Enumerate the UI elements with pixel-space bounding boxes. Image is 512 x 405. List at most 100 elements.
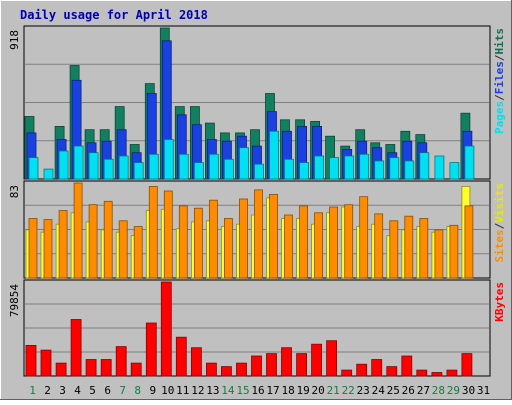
x-tick-label-day-4: 4 — [74, 384, 81, 397]
bar-kbytes-day-19 — [296, 353, 308, 377]
bar-pages-day-26 — [404, 160, 415, 180]
legend-part: / — [493, 222, 506, 229]
series-legend-label: Sites/Visits — [493, 183, 506, 263]
bar-kbytes-day-17 — [266, 353, 277, 377]
series-pages — [28, 130, 475, 180]
y-axis-max-label: 79854 — [8, 284, 21, 317]
bar-pages-day-18 — [284, 158, 294, 180]
x-tick-label-day-21: 21 — [327, 384, 340, 397]
series-legend-label: Pages/Files/Hits — [493, 28, 506, 134]
bar-pages-day-28 — [434, 155, 445, 180]
bar-kbytes-day-16 — [251, 355, 262, 377]
x-tick-label-day-6: 6 — [104, 384, 111, 397]
x-tick-label-day-27: 27 — [417, 384, 430, 397]
legend-part: Pages — [493, 101, 506, 134]
bar-pages-day-8 — [133, 162, 144, 180]
bar-sites-day-11 — [178, 205, 188, 279]
x-tick-label-day-31: 31 — [477, 384, 490, 397]
bar-pages-day-6 — [103, 158, 114, 180]
bar-pages-day-16 — [254, 163, 264, 180]
bar-pages-day-14 — [223, 158, 234, 180]
bar-pages-day-19 — [299, 162, 310, 180]
bar-pages-day-27 — [419, 152, 430, 180]
bar-sites-day-30 — [464, 205, 474, 279]
bar-kbytes-day-7 — [115, 346, 127, 377]
bar-pages-day-15 — [239, 147, 249, 180]
bar-kbytes-day-1 — [25, 344, 37, 377]
bar-kbytes-day-11 — [175, 336, 187, 377]
bar-sites-day-1 — [28, 218, 38, 279]
bar-pages-day-3 — [58, 150, 69, 180]
bar-pages-day-30 — [464, 145, 475, 180]
bar-kbytes-day-6 — [100, 359, 112, 377]
bar-sites-day-19 — [299, 205, 309, 279]
x-tick-label-day-7: 7 — [119, 384, 126, 397]
x-tick-label-day-3: 3 — [59, 384, 66, 397]
x-tick-label-day-25: 25 — [387, 384, 400, 397]
bar-sites-day-27 — [419, 218, 429, 279]
bar-kbytes-day-21 — [326, 340, 338, 377]
bar-kbytes-day-23 — [356, 363, 368, 377]
bar-sites-day-4 — [73, 182, 83, 279]
legend-part: / — [493, 94, 506, 101]
bar-kbytes-day-5 — [85, 359, 97, 377]
series-kbytes — [25, 281, 473, 377]
bar-sites-day-16 — [254, 189, 263, 279]
x-tick-labels: 1 2 3 4 5 6 7 8 9 10 11 12 13 14 15 16 17 18 19 20 21 22 23 24 2… — [29, 384, 490, 397]
x-tick-label-day-23: 23 — [357, 384, 370, 397]
bar-sites-day-8 — [133, 226, 143, 279]
x-tick-label-day-28: 28 — [432, 384, 445, 397]
x-tick-label-day-24: 24 — [372, 384, 386, 397]
bar-pages-day-22 — [344, 155, 355, 180]
bar-pages-day-20 — [314, 155, 325, 180]
bar-kbytes-day-4 — [70, 319, 82, 377]
bar-kbytes-day-14 — [220, 366, 232, 377]
bar-sites-day-9 — [148, 185, 158, 279]
bar-kbytes-day-15 — [236, 362, 247, 377]
bar-pages-day-5 — [88, 152, 99, 180]
y-axis-max-label: 918 — [8, 30, 21, 50]
x-tick-label-day-30: 30 — [462, 384, 475, 397]
series-legend-label: KBytes — [493, 282, 506, 322]
x-tick-label-day-26: 26 — [402, 384, 415, 397]
bar-sites-day-13 — [208, 199, 218, 279]
bar-sites-day-17 — [269, 193, 278, 279]
legend-part: Files — [493, 61, 506, 94]
bar-sites-day-24 — [374, 213, 384, 279]
x-tick-label-day-17: 17 — [266, 384, 279, 397]
bar-pages-day-1 — [28, 157, 39, 180]
bar-kbytes-day-22 — [341, 369, 353, 377]
bar-kbytes-day-3 — [55, 362, 67, 377]
y-axis-max-label: 83 — [8, 185, 21, 198]
bar-sites-day-5 — [88, 204, 98, 279]
panel-visits-sites: 83 Sites/Visits — [8, 180, 506, 279]
x-tick-label-day-8: 8 — [134, 384, 141, 397]
bar-pages-day-13 — [208, 153, 219, 180]
series-sites — [28, 182, 474, 279]
bar-sites-day-12 — [193, 207, 203, 279]
panel-hits-files-pages: 918 Pages/Files/Hits — [8, 25, 506, 180]
bar-sites-day-23 — [359, 196, 369, 279]
bar-pages-day-23 — [359, 153, 370, 180]
legend-part: / — [493, 54, 506, 61]
x-tick-label-day-13: 13 — [206, 384, 219, 397]
bar-sites-day-25 — [389, 220, 399, 279]
bar-pages-day-12 — [193, 162, 204, 180]
x-tick-label-day-15: 15 — [236, 384, 249, 397]
bar-sites-day-10 — [163, 190, 173, 279]
chart-title: Daily usage for April 2018 — [20, 8, 208, 22]
bar-kbytes-day-20 — [311, 343, 323, 377]
bar-sites-day-21 — [329, 206, 339, 279]
bar-sites-day-15 — [239, 198, 248, 279]
bar-kbytes-day-30 — [461, 353, 473, 377]
panel-kbytes: 79854 KBytes — [8, 279, 506, 377]
legend-part: Sites — [493, 229, 506, 262]
bar-pages-day-24 — [374, 160, 385, 180]
legend-part: Visits — [493, 183, 506, 223]
bar-pages-day-11 — [178, 153, 189, 180]
x-tick-label-day-16: 16 — [251, 384, 264, 397]
bar-pages-day-21 — [329, 157, 340, 180]
